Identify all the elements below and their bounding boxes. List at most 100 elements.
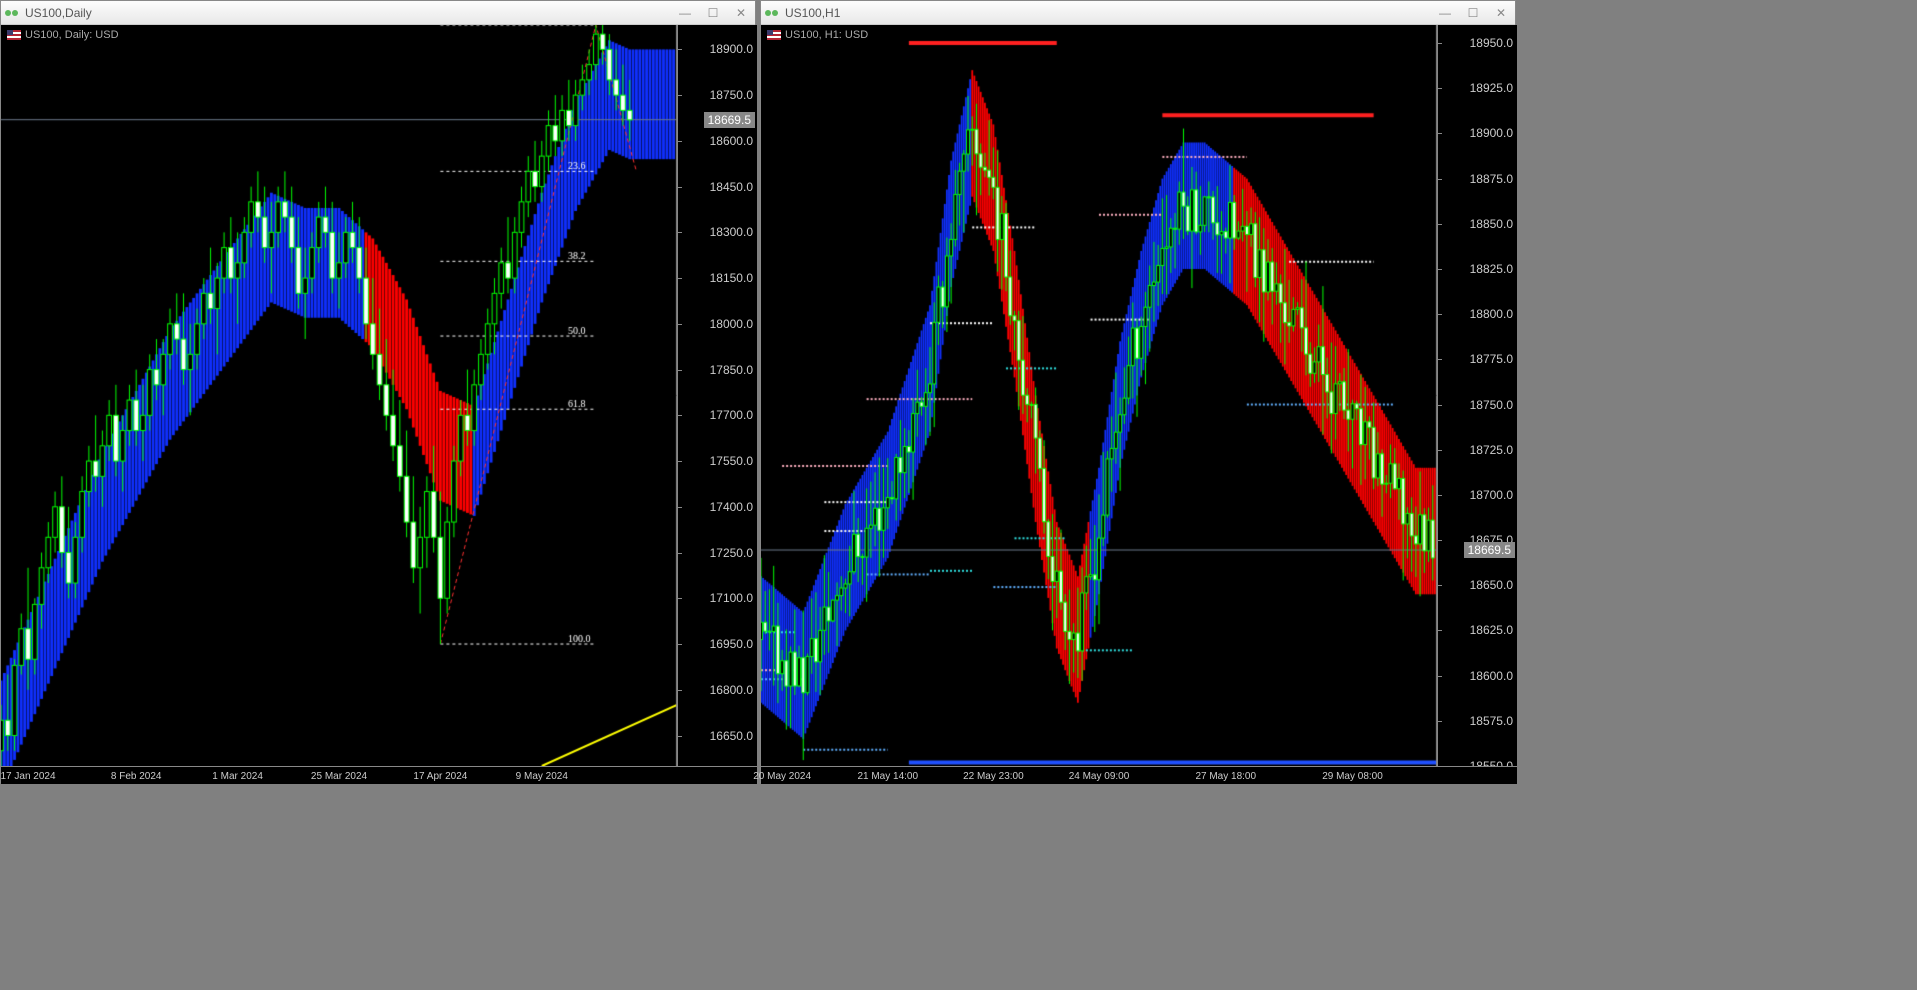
current-price-label: 18669.5 — [704, 112, 755, 128]
price-tick-mark — [1438, 450, 1442, 451]
price-tick-label: 18725.0 — [1470, 443, 1513, 457]
price-tick-mark — [1438, 269, 1442, 270]
price-tick-label: 18600.0 — [1470, 669, 1513, 683]
chart-canvas[interactable] — [1, 25, 677, 766]
chart-label-text: US100, Daily: USD — [25, 29, 119, 41]
chart-label-text: US100, H1: USD — [785, 29, 868, 41]
chart-area[interactable]: US100, H1: USD18550.018575.018600.018625… — [761, 25, 1517, 784]
price-tick-mark — [1438, 224, 1442, 225]
price-tick-mark — [1438, 676, 1442, 677]
price-tick-mark — [678, 141, 682, 142]
price-tick-mark — [1438, 179, 1442, 180]
price-tick-mark — [1438, 405, 1442, 406]
price-tick-label: 18600.0 — [710, 134, 753, 148]
price-tick-label: 18850.0 — [1470, 217, 1513, 231]
price-tick-label: 18800.0 — [1470, 307, 1513, 321]
chart-area[interactable]: US100, Daily: USD 16650.0 16800.0 16950.0 17… — [1, 25, 757, 784]
minimize-button[interactable]: — — [1435, 6, 1455, 20]
chart-label: US100, Daily: USD — [7, 29, 119, 41]
price-tick-mark — [678, 736, 682, 737]
titlebar[interactable]: US100,Daily — ☐ ✕ — [1, 1, 755, 25]
price-tick-label: 18750.0 — [710, 88, 753, 102]
window-buttons: — ☐ ✕ — [675, 6, 751, 20]
time-tick-label: 20 May 2024 — [753, 771, 811, 782]
price-tick-mark — [678, 49, 682, 50]
price-tick-mark — [678, 644, 682, 645]
price-tick-label: 18900.0 — [1470, 126, 1513, 140]
price-tick-mark — [1438, 133, 1442, 134]
price-tick-label: 18925.0 — [1470, 81, 1513, 95]
price-tick-label: 17400.0 — [710, 500, 753, 514]
price-tick-label: 18700.0 — [1470, 488, 1513, 502]
price-tick-label: 18150.0 — [710, 271, 753, 285]
time-tick-label: 22 May 23:00 — [963, 771, 1024, 782]
price-tick-mark — [1438, 359, 1442, 360]
window-title: US100,H1 — [785, 6, 840, 20]
flag-icon — [767, 30, 781, 40]
price-tick-label: 17100.0 — [710, 591, 753, 605]
flag-icon — [7, 30, 21, 40]
price-tick-label: 18750.0 — [1470, 398, 1513, 412]
current-price-label: 18669.5 — [1464, 542, 1515, 558]
chart-canvas[interactable] — [761, 25, 1437, 766]
price-tick-label: 18650.0 — [1470, 578, 1513, 592]
chart-label: US100, H1: USD — [767, 29, 868, 41]
titlebar[interactable]: US100,H1 — ☐ ✕ — [761, 1, 1515, 25]
price-tick-mark — [678, 553, 682, 554]
price-tick-label: 18900.0 — [710, 42, 753, 56]
price-tick-label: 17700.0 — [710, 408, 753, 422]
price-tick-mark — [1438, 540, 1442, 541]
price-tick-mark — [1438, 585, 1442, 586]
time-tick-label: 29 May 08:00 — [1322, 771, 1383, 782]
price-tick-label: 16950.0 — [710, 637, 753, 651]
price-tick-label: 18575.0 — [1470, 714, 1513, 728]
time-tick-label: 25 Mar 2024 — [311, 771, 367, 782]
price-tick-mark — [678, 95, 682, 96]
time-axis: 20 May 202421 May 14:0022 May 23:0024 Ma… — [761, 766, 1517, 784]
window-buttons: — ☐ ✕ — [1435, 6, 1511, 20]
price-tick-mark — [1438, 43, 1442, 44]
price-tick-mark — [678, 370, 682, 371]
time-tick-label: 17 Apr 2024 — [413, 771, 467, 782]
time-tick-label: 1 Mar 2024 — [212, 771, 263, 782]
time-axis: 17 Jan 2024 8 Feb 2024 1 Mar 2024 25 Mar 20… — [1, 766, 757, 784]
price-tick-mark — [678, 232, 682, 233]
price-tick-mark — [1438, 630, 1442, 631]
close-button[interactable]: ✕ — [731, 6, 751, 20]
price-tick-label: 18450.0 — [710, 180, 753, 194]
time-tick-label: 17 Jan 2024 — [1, 771, 56, 782]
price-tick-label: 18625.0 — [1470, 623, 1513, 637]
price-tick-label: 18950.0 — [1470, 36, 1513, 50]
close-button[interactable]: ✕ — [1491, 6, 1511, 20]
app-logo-icon — [5, 6, 19, 20]
chart-window-1: US100,H1—☐✕US100, H1: USD18550.018575.01… — [760, 0, 1516, 783]
minimize-button[interactable]: — — [675, 6, 695, 20]
price-tick-label: 16800.0 — [710, 683, 753, 697]
time-tick-label: 21 May 14:00 — [857, 771, 918, 782]
price-tick-mark — [678, 461, 682, 462]
price-tick-mark — [1438, 721, 1442, 722]
maximize-button[interactable]: ☐ — [703, 6, 723, 20]
price-axis: 18550.018575.018600.018625.018650.018675… — [1437, 25, 1517, 766]
app-logo-icon — [765, 6, 779, 20]
time-tick-label: 9 May 2024 — [516, 771, 568, 782]
time-tick-label: 8 Feb 2024 — [111, 771, 162, 782]
price-tick-mark — [678, 690, 682, 691]
price-tick-mark — [678, 598, 682, 599]
price-tick-mark — [678, 324, 682, 325]
price-tick-label: 17850.0 — [710, 363, 753, 377]
price-axis: 16650.0 16800.0 16950.0 17100.0 17250.0 17400… — [677, 25, 757, 766]
price-tick-label: 16650.0 — [710, 729, 753, 743]
price-tick-label: 17250.0 — [710, 546, 753, 560]
price-tick-mark — [678, 415, 682, 416]
price-tick-label: 18000.0 — [710, 317, 753, 331]
price-tick-mark — [1438, 495, 1442, 496]
price-tick-label: 17550.0 — [710, 454, 753, 468]
price-tick-mark — [1438, 314, 1442, 315]
time-tick-label: 24 May 09:00 — [1069, 771, 1130, 782]
maximize-button[interactable]: ☐ — [1463, 6, 1483, 20]
price-tick-mark — [1438, 88, 1442, 89]
price-tick-mark — [678, 278, 682, 279]
chart-window-0: US100,Daily—☐✕US100, Daily: USD16650.016… — [0, 0, 756, 783]
window-title: US100,Daily — [25, 6, 92, 20]
